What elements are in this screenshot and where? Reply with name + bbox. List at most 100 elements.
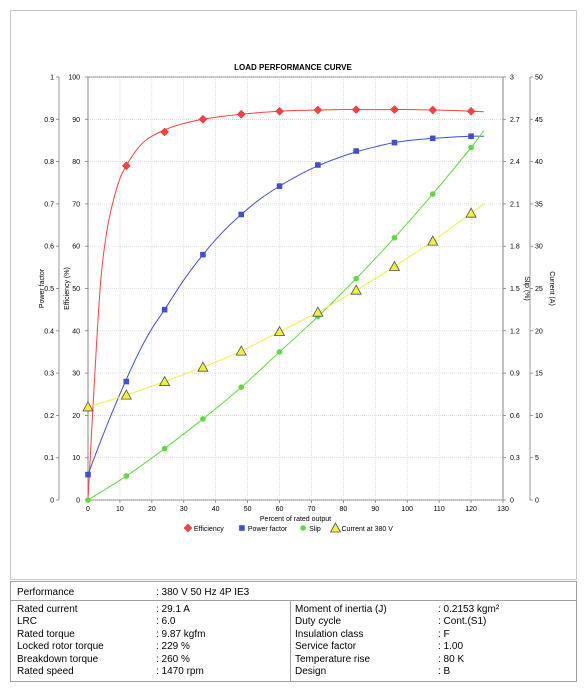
legend-slip-marker bbox=[300, 525, 306, 531]
power_factor-tick-label: 0.3 bbox=[44, 371, 54, 378]
x-tick-label: 130 bbox=[497, 506, 509, 513]
slip-point bbox=[353, 275, 359, 282]
current-at-380-v-point bbox=[158, 375, 171, 386]
spec-right-value: : 80 K bbox=[438, 653, 465, 665]
efficiency-tick-label: 30 bbox=[72, 371, 80, 378]
x-tick-label: 110 bbox=[434, 506, 445, 513]
x-tick-label: 0 bbox=[86, 506, 90, 513]
current-tick-label: 25 bbox=[535, 286, 543, 293]
current-at-380-v-point bbox=[350, 284, 362, 295]
power_factor-tick-label: 0 bbox=[50, 498, 54, 505]
x-tick-label: 100 bbox=[401, 506, 413, 513]
spec-left-label: Rated torque bbox=[17, 628, 75, 640]
slip-point bbox=[200, 416, 206, 422]
current-at-380-v-point bbox=[312, 306, 324, 317]
efficiency-point bbox=[121, 161, 131, 171]
legend-current-at-380-v-marker bbox=[329, 522, 342, 533]
slip-point bbox=[276, 349, 283, 355]
slip-tick-label: 2.4 bbox=[510, 159, 520, 166]
current-at-380-v-point bbox=[465, 207, 477, 218]
efficiency-tick-label: 0 bbox=[76, 498, 80, 505]
slip-tick-label: 2.1 bbox=[510, 201, 520, 208]
power_factor-tick-label: 1 bbox=[50, 75, 54, 82]
power_factor-tick-label: 0.7 bbox=[44, 201, 54, 208]
efficiency-tick-label: 90 bbox=[72, 117, 80, 124]
spec-left-value: : 6.0 bbox=[156, 616, 176, 628]
x-axis-label: Percent of rated output bbox=[260, 516, 331, 523]
current-at-380-v-point bbox=[235, 345, 247, 356]
x-tick-label: 90 bbox=[371, 506, 379, 513]
spec-right-value: : 0.2153 kgm² bbox=[438, 604, 500, 615]
current-tick-label: 50 bbox=[535, 75, 543, 82]
spec-right-value: : F bbox=[438, 628, 450, 640]
x-tick-label: 30 bbox=[180, 506, 188, 513]
performance-label: Performance bbox=[17, 587, 75, 598]
spec-left-value: : 29.1 A bbox=[156, 604, 190, 615]
efficiency-series bbox=[87, 105, 484, 501]
x-tick-label: 40 bbox=[212, 506, 220, 513]
current-tick-label: 5 bbox=[535, 455, 539, 462]
x-tick-label: 10 bbox=[116, 506, 124, 513]
power-factor-point bbox=[315, 162, 321, 168]
power-factor-point bbox=[238, 211, 245, 218]
spec-left-value: : 9.87 kgfm bbox=[156, 628, 206, 640]
efficiency-point bbox=[351, 105, 361, 114]
spec-left-value: : 260 % bbox=[156, 653, 190, 665]
spec-left-label: Locked rotor torque bbox=[17, 641, 104, 653]
efficiency-point bbox=[313, 105, 323, 115]
legend-power-factor-label: Power factor bbox=[248, 526, 288, 533]
slip-tick-label: 2.7 bbox=[510, 117, 520, 124]
spec-left-label: Breakdown torque bbox=[17, 653, 99, 665]
slip-point bbox=[85, 497, 91, 503]
efficiency-tick-label: 80 bbox=[72, 159, 80, 166]
current-tick-label: 0 bbox=[535, 498, 539, 505]
efficiency-point bbox=[428, 105, 438, 115]
slip-tick-label: 0.9 bbox=[510, 371, 520, 378]
spec-left-label: LRC bbox=[17, 616, 38, 628]
slip-point bbox=[429, 191, 436, 197]
x-tick-label: 120 bbox=[465, 506, 477, 513]
spec-right-value: : Cont.(S1) bbox=[438, 616, 487, 628]
power_factor-tick-label: 0.8 bbox=[44, 159, 54, 166]
current-tick-label: 30 bbox=[535, 244, 543, 251]
power_factor-tick-label: 0.9 bbox=[44, 117, 54, 124]
slip-point bbox=[123, 473, 130, 479]
x-tick-label: 50 bbox=[244, 506, 252, 513]
performance-table: Performance : 380 V 50 Hz 4P IE3 Rated c… bbox=[10, 581, 577, 682]
efficiency-tick-label: 50 bbox=[72, 286, 80, 293]
power-factor-point bbox=[161, 306, 168, 313]
spec-left-label: Rated speed bbox=[17, 666, 74, 677]
legend-efficiency-label: Efficiency bbox=[194, 526, 224, 533]
slip-tick-label: 0.3 bbox=[510, 455, 520, 462]
efficiency-point bbox=[466, 106, 476, 116]
power-factor-line bbox=[87, 135, 484, 475]
legend-current-at-380-v-label: Current at 380 V bbox=[342, 526, 394, 533]
power-factor-point bbox=[123, 378, 130, 385]
slip-tick-label: 1.8 bbox=[510, 244, 520, 251]
power-factor-point bbox=[276, 183, 283, 189]
current-at-380-v-point bbox=[82, 401, 94, 412]
current-at-380-v-point bbox=[120, 389, 132, 400]
slip-tick-label: 0 bbox=[510, 498, 514, 505]
power_factor-axis-label: Power factor bbox=[39, 268, 46, 308]
slip-point bbox=[391, 234, 398, 241]
slip-tick-label: 1.2 bbox=[510, 328, 520, 335]
chart-frame bbox=[10, 10, 577, 580]
efficiency-tick-label: 70 bbox=[72, 201, 80, 208]
slip-line bbox=[87, 130, 485, 501]
power_factor-tick-label: 0.6 bbox=[44, 244, 54, 251]
slip-series bbox=[85, 130, 485, 503]
current-tick-label: 15 bbox=[535, 371, 543, 378]
spec-right-value: : 1.00 bbox=[438, 641, 464, 653]
legend-power-factor-marker bbox=[239, 525, 245, 531]
x-tick-label: 70 bbox=[308, 506, 316, 513]
performance-row: Performance : 380 V 50 Hz 4P IE3 bbox=[11, 582, 576, 601]
spec-right-label: Design bbox=[295, 666, 327, 677]
slip-tick-label: 3 bbox=[510, 75, 514, 82]
efficiency-point bbox=[160, 127, 169, 137]
slip-point bbox=[238, 384, 245, 391]
current-tick-label: 45 bbox=[535, 117, 543, 124]
spec-right-value: : B bbox=[438, 666, 451, 677]
slip-axis-label: Slip (%) bbox=[523, 276, 530, 301]
